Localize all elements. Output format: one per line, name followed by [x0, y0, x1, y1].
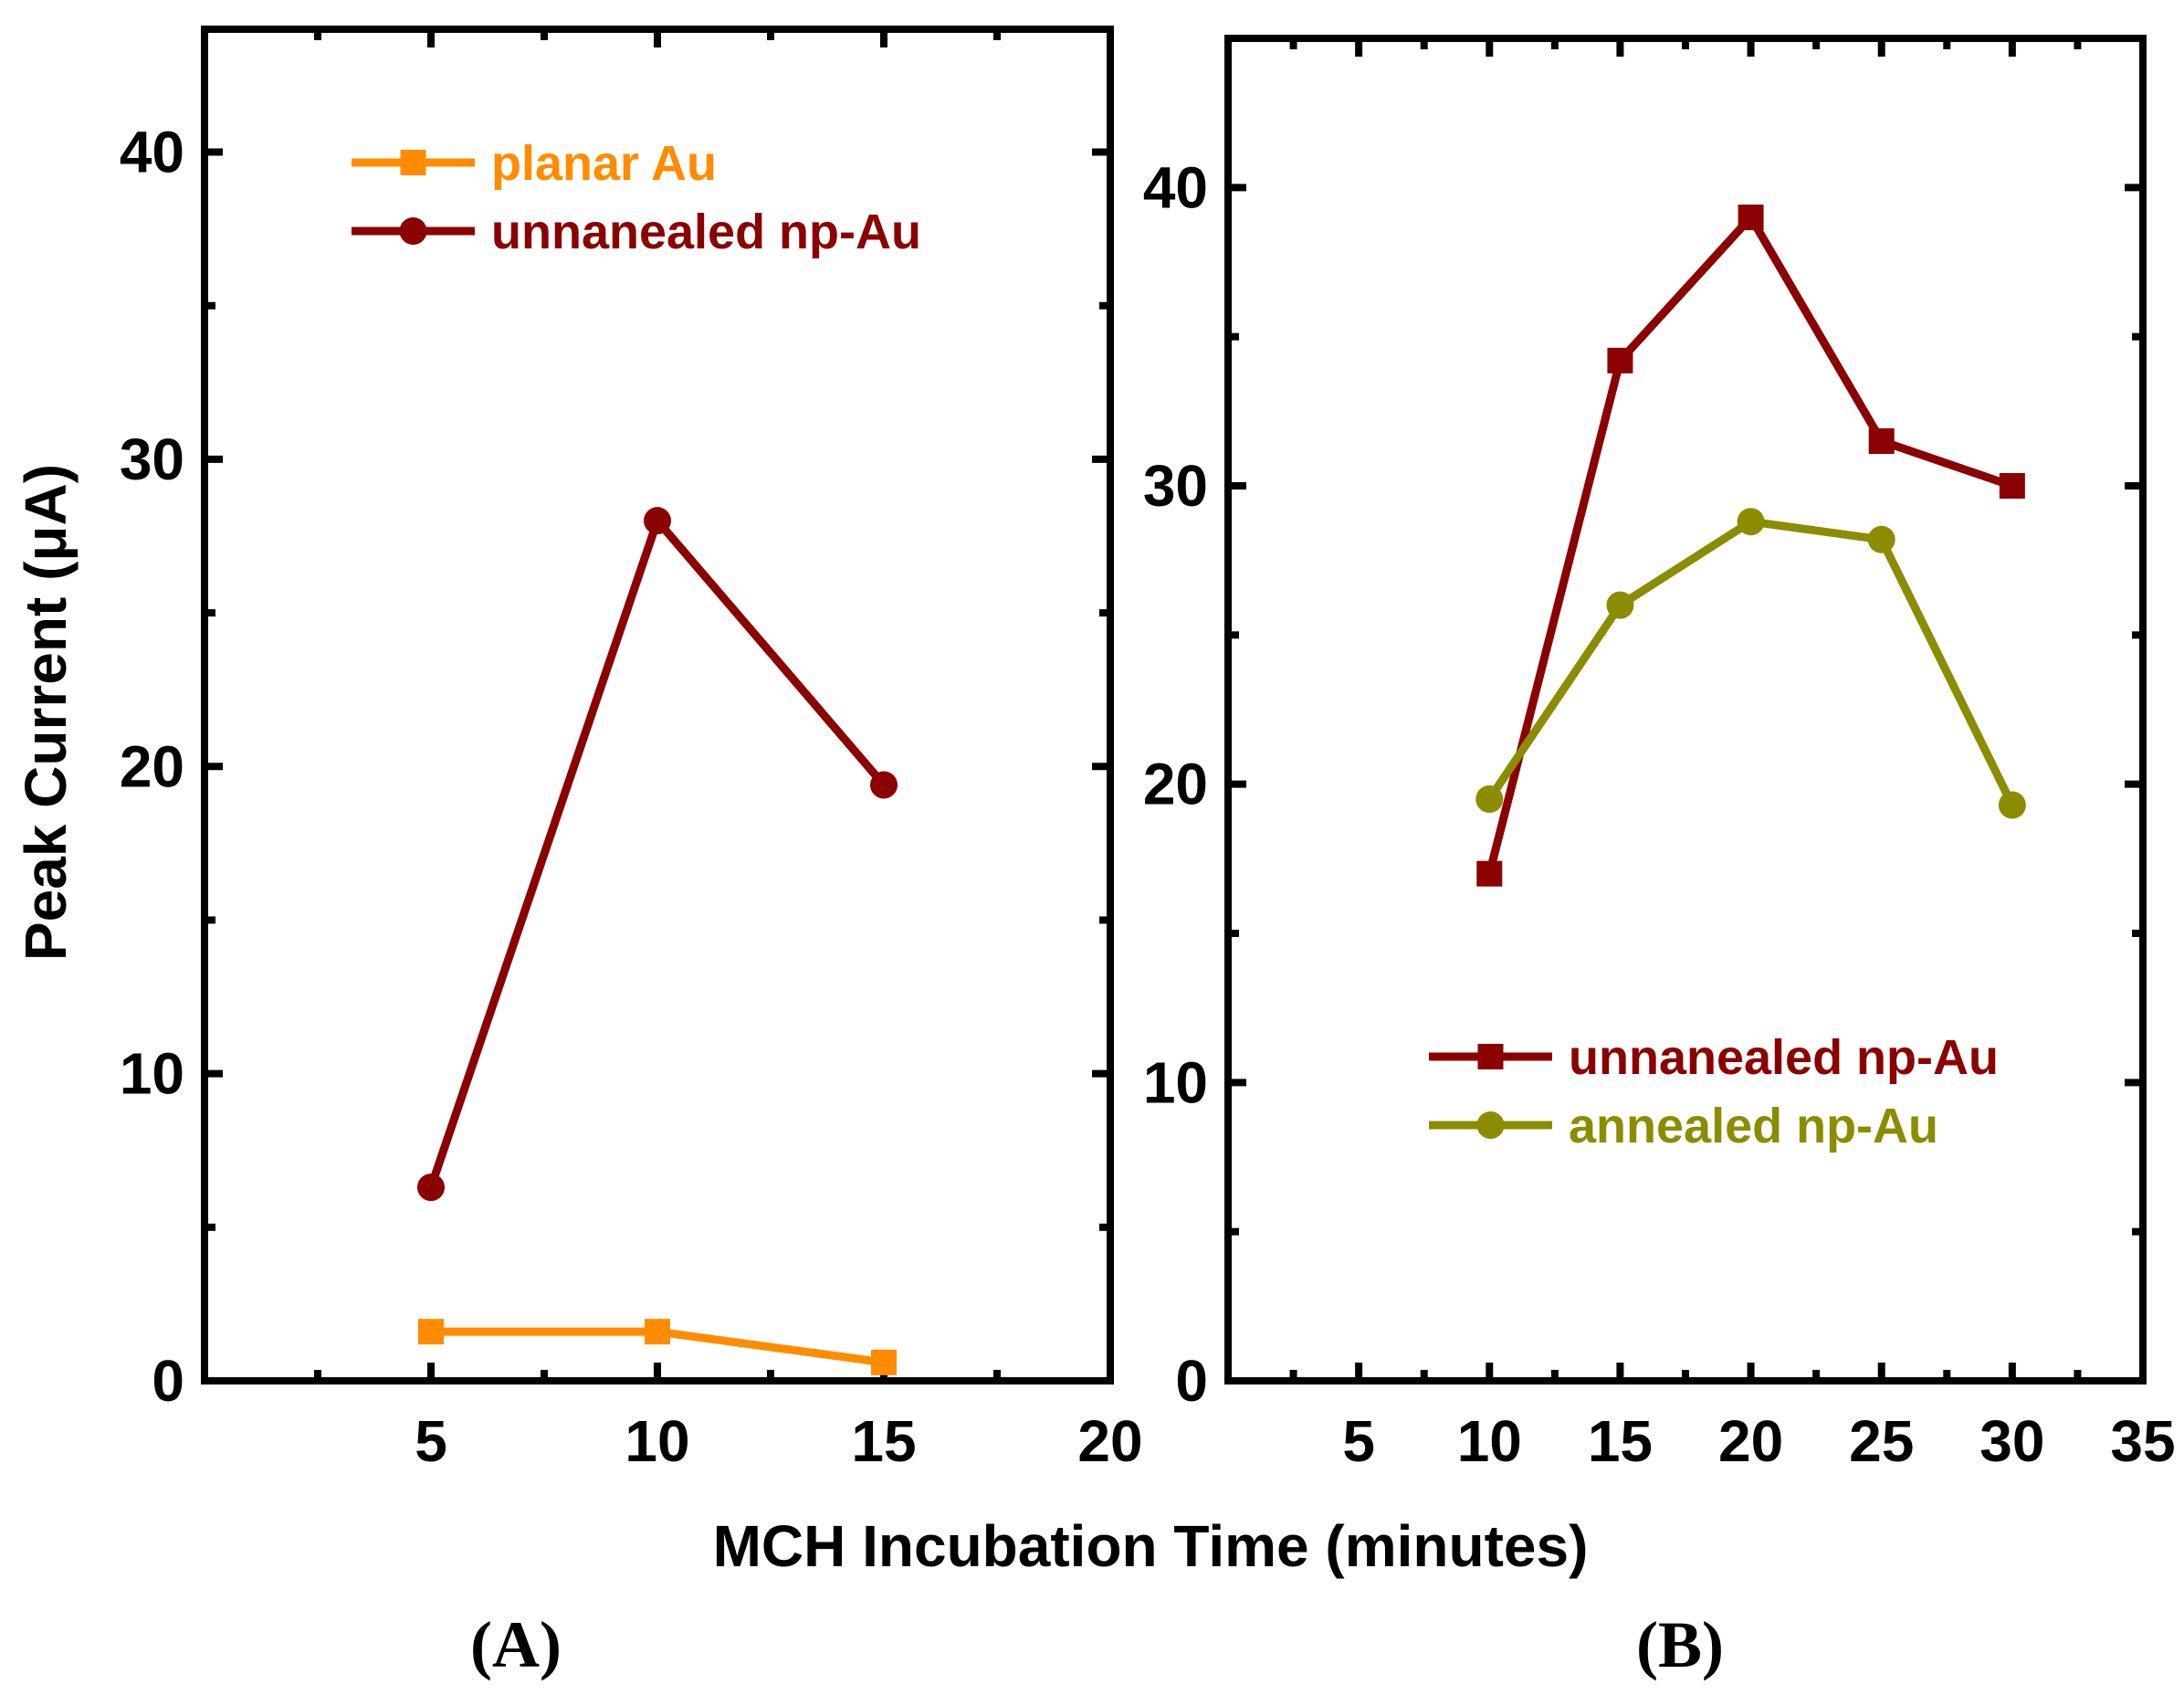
data-point-annealed-np-au-b — [1606, 591, 1634, 619]
data-point-annealed-np-au-b — [1737, 508, 1765, 536]
legend-marker-unnanealed-np-au-a — [399, 217, 427, 245]
data-point-unnanealed-np-au-a — [870, 771, 898, 799]
data-point-annealed-np-au-b — [1998, 791, 2026, 819]
x-tick-label-a: 10 — [625, 1408, 689, 1474]
y-tick-label-b: 0 — [1175, 1348, 1208, 1414]
x-tick-label-a: 15 — [851, 1408, 916, 1474]
data-point-unnanealed-np-au-b — [1476, 860, 1503, 887]
y-tick-label-a: 10 — [120, 1041, 184, 1107]
data-point-unnanealed-np-au-a — [644, 507, 671, 535]
x-tick-label-b: 35 — [2110, 1408, 2175, 1474]
chart-panel-b: 0 10 20 30 40 5 10 15 20 25 30 35 unnanealed np-Au an… — [1143, 35, 2176, 1474]
series-line-unnanealed-np-au-b — [1485, 213, 2014, 875]
legend-label-unnanealed-np-au-a: unnanealed np-Au — [491, 205, 921, 259]
legend-marker-planar-au-a — [400, 150, 426, 175]
legend-marker-unnanealed-np-au-b — [1477, 1044, 1504, 1069]
data-point-annealed-np-au-b — [1867, 525, 1895, 553]
data-point-unnanealed-np-au-b — [1607, 347, 1633, 374]
data-point-planar-au-a — [418, 1319, 444, 1345]
y-tick-label-a: 30 — [120, 426, 184, 492]
plot-frame-b — [1224, 35, 2147, 1384]
y-tick-label-b: 30 — [1143, 453, 1208, 519]
x-tick-label-b: 10 — [1457, 1408, 1522, 1474]
y-tick-label-a: 20 — [120, 733, 184, 799]
legend-marker-annealed-np-au-b — [1476, 1111, 1505, 1139]
x-tick-label-b: 5 — [1342, 1408, 1375, 1474]
data-point-planar-au-a — [871, 1349, 897, 1375]
y-tick-label-a: 0 — [152, 1348, 184, 1414]
data-point-unnanealed-np-au-b — [1999, 473, 2025, 499]
chart-panel-a: 0 10 20 30 40 5 10 15 20 planar Au unnanealed np-A… — [120, 26, 1143, 1474]
data-point-unnanealed-np-au-b — [1738, 205, 1764, 230]
y-tick-label-b: 40 — [1143, 154, 1208, 220]
y-tick-label-b: 20 — [1143, 752, 1208, 817]
legend-label-unnanealed-np-au-b: unnanealed np-Au — [1569, 1030, 1999, 1085]
legend-label-planar-au-a: planar Au — [491, 136, 717, 191]
panel-label-a: (A) — [470, 1608, 562, 1681]
x-tick-label-b: 30 — [1979, 1408, 2044, 1474]
x-tick-label-b: 20 — [1718, 1408, 1783, 1474]
y-axis-title: Peak Current (μA) — [13, 464, 79, 961]
x-tick-label-b: 15 — [1588, 1408, 1653, 1474]
data-point-planar-au-a — [645, 1319, 670, 1345]
series-line-unnanealed-np-au-a — [426, 516, 887, 1189]
x-tick-label-a: 20 — [1077, 1408, 1142, 1474]
data-point-unnanealed-np-au-a — [417, 1174, 445, 1202]
data-point-annealed-np-au-b — [1475, 785, 1504, 813]
data-point-unnanealed-np-au-b — [1868, 428, 1895, 454]
legend-label-annealed-np-au-b: annealed np-Au — [1569, 1099, 1938, 1153]
x-tick-label-a: 5 — [415, 1408, 447, 1474]
x-tick-label-b: 25 — [1849, 1408, 1914, 1474]
y-tick-label-a: 40 — [120, 120, 184, 185]
panel-label-b: (B) — [1636, 1608, 1724, 1681]
x-axis-title: MCH Incubation Time (minutes) — [713, 1513, 1589, 1579]
y-tick-label-b: 10 — [1143, 1049, 1208, 1115]
